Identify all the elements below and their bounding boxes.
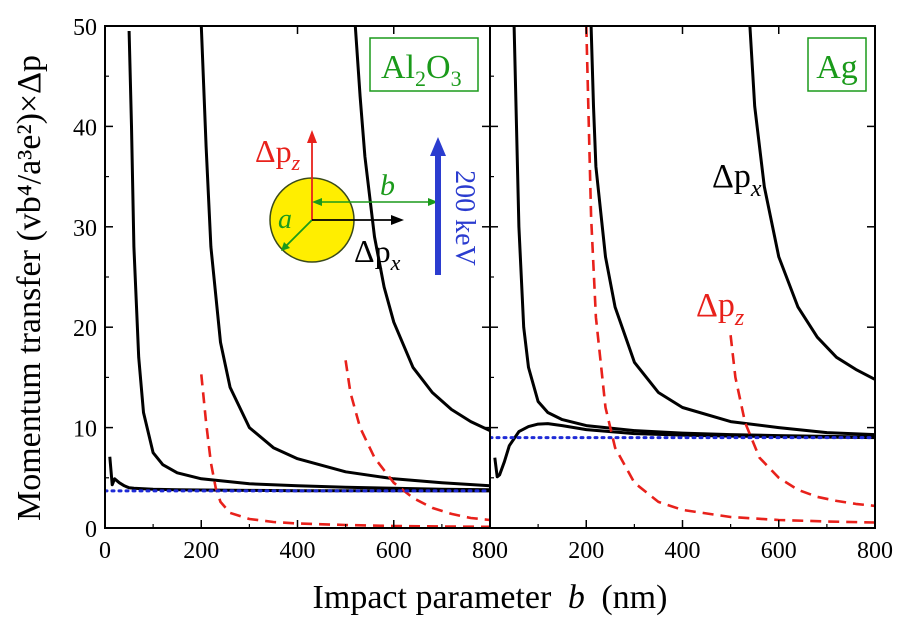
x-tick-label-al2o3: 800 <box>472 538 508 564</box>
x-axis-label-var: b <box>568 579 585 616</box>
x-tick-label-ag: 800 <box>857 538 893 564</box>
series-dpz-al2o3-4 <box>200 374 490 528</box>
electron-beam-arrowhead-icon <box>430 137 446 156</box>
series-dpx-al2o3-1 <box>127 30 490 492</box>
series-dpz-ag-5 <box>729 335 875 508</box>
x-tick-label-ag: 400 <box>665 538 701 564</box>
y-tick-label: 50 <box>73 15 97 41</box>
x-tick-label-ag: 600 <box>761 538 797 564</box>
plot-area-ag <box>490 26 875 524</box>
radius-label: a <box>278 204 292 235</box>
impact-arrowhead-right-icon <box>428 198 438 206</box>
x-tick-label-ag: 0 <box>484 538 496 564</box>
y-tick-label: 30 <box>73 216 97 242</box>
x-axis-label-main: Impact parameter <box>313 579 552 616</box>
series-dpx-ag-2 <box>589 26 875 437</box>
dpz-arrowhead-icon <box>307 130 317 143</box>
panel-frame-al2o3 <box>104 25 491 529</box>
geometry-inset: a Δpz Δpx b 200 keV <box>255 130 480 275</box>
x-tick-label-al2o3: 0 <box>99 538 111 564</box>
y-axis-label: Momentum transfer (vb⁴/a³e²)×Δp <box>11 55 48 521</box>
x-tick-label-al2o3: 400 <box>280 538 316 564</box>
dpz-inset-label: Δpz <box>255 133 301 175</box>
series-dpx-al2o3-3 <box>353 26 490 432</box>
impact-parameter-label: b <box>380 169 395 202</box>
axes-ag: 0 200 400 600 800 <box>484 25 893 564</box>
material-label-al2o3: Al2O3 <box>381 49 462 91</box>
dpx-inset-label: Δpx <box>354 233 401 275</box>
x-tick-label-al2o3: 200 <box>183 538 219 564</box>
x-tick-label-al2o3: 600 <box>376 538 412 564</box>
series-dpz-al2o3-5 <box>344 360 490 522</box>
radius-arrowhead-icon <box>281 242 290 251</box>
y-tick-label: 0 <box>85 517 97 543</box>
annotation-dpx: Δpx <box>712 158 762 202</box>
series-dpx-al2o3-2 <box>199 26 490 488</box>
radius-arrow <box>282 219 313 250</box>
y-tick-label: 20 <box>73 316 97 342</box>
material-box-al2o3 <box>369 37 479 92</box>
series-dpx-ag-3 <box>748 26 875 381</box>
series-dpz-ag-4 <box>585 26 875 524</box>
x-tick-label-ag: 200 <box>568 538 604 564</box>
y-tick-label: 10 <box>73 417 97 443</box>
series-dpx-al2o3-0 <box>108 456 490 493</box>
beam-energy-label: 200 keV <box>449 170 480 266</box>
annotation-dpz: Δpz <box>696 287 745 331</box>
plot-area-al2o3 <box>105 26 490 528</box>
dpx-arrowhead-icon <box>391 215 404 225</box>
x-axis-label: Impact parameter b (nm) <box>313 579 668 616</box>
panel-frame-ag <box>489 25 876 529</box>
panel-ag: 0 200 400 600 800 Ag Δpx Δpz <box>484 25 893 564</box>
material-label-ag: Ag <box>816 49 858 86</box>
y-tick-label: 40 <box>73 115 97 141</box>
series-dpx-ag-1 <box>512 26 875 439</box>
x-axis-label-unit: (nm) <box>601 579 667 616</box>
impact-arrowhead-left-icon <box>312 198 322 206</box>
material-box-ag <box>807 37 867 92</box>
